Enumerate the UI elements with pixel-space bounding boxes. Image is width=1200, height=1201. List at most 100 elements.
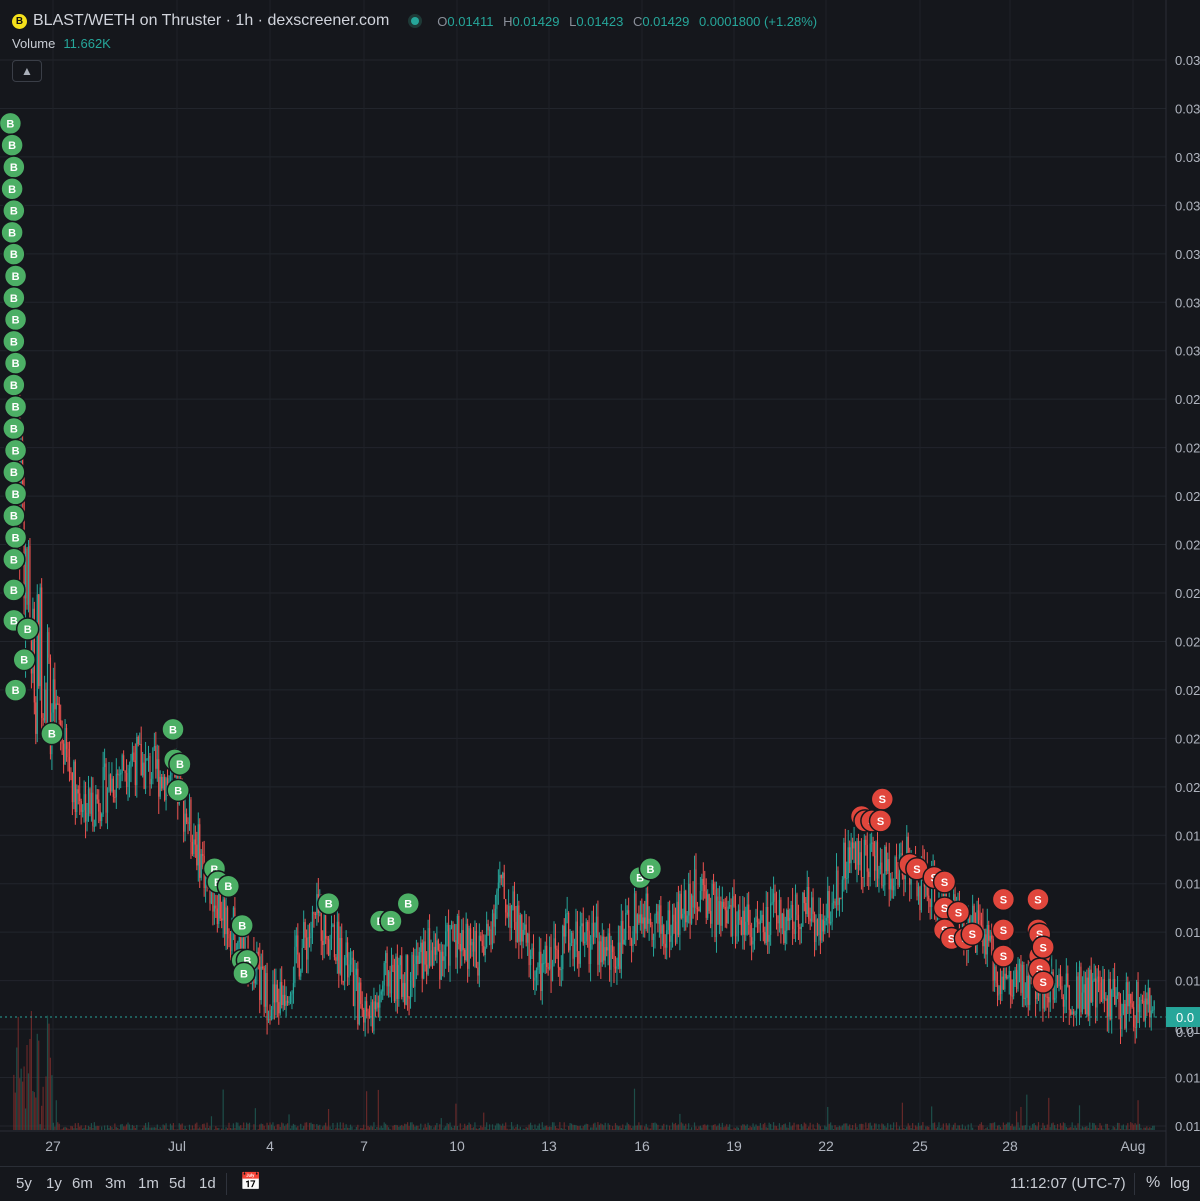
candle-body xyxy=(704,885,705,891)
buy-marker: B xyxy=(5,527,27,549)
candle-body xyxy=(1025,998,1026,999)
candle-body xyxy=(467,924,468,969)
candle-body xyxy=(1114,979,1115,1005)
percent-scale-button[interactable]: % xyxy=(1146,1174,1160,1192)
volume-bar xyxy=(786,1127,787,1130)
candle-body xyxy=(725,907,726,910)
candle-body xyxy=(43,718,44,721)
buy-marker-label: B xyxy=(10,424,18,436)
candle-body xyxy=(91,793,92,814)
candle-body xyxy=(613,952,614,967)
candle-body xyxy=(580,926,581,964)
volume-bar xyxy=(44,1129,45,1130)
candle-body xyxy=(780,900,781,928)
timeframe-3m-button[interactable]: 3m xyxy=(105,1175,126,1192)
volume-bar xyxy=(653,1123,654,1130)
candle-body xyxy=(748,904,749,925)
time-tick-label: 13 xyxy=(541,1138,557,1154)
candle-body xyxy=(360,983,361,1004)
volume-bar xyxy=(968,1124,969,1130)
volume-bar xyxy=(1014,1127,1015,1130)
go-to-date-icon[interactable]: 📅 xyxy=(240,1172,261,1192)
collapse-legend-button[interactable]: ▲ xyxy=(12,60,42,82)
volume-bar xyxy=(278,1124,279,1130)
volume-bar xyxy=(726,1124,727,1130)
candle-body xyxy=(801,927,802,929)
candle-body xyxy=(1094,979,1095,981)
volume-bar xyxy=(70,1126,71,1130)
log-scale-button[interactable]: log xyxy=(1170,1175,1190,1192)
volume-bar xyxy=(63,1127,64,1130)
candle-body xyxy=(1004,974,1005,990)
time-tick-label: 16 xyxy=(634,1138,650,1154)
volume-bar xyxy=(1137,1100,1138,1130)
timeframe-1y-button[interactable]: 1y xyxy=(46,1175,62,1192)
candle-body xyxy=(420,943,421,952)
volume-bar xyxy=(225,1127,226,1130)
volume-bar xyxy=(447,1123,448,1130)
volume-bar xyxy=(952,1127,953,1130)
candle-body xyxy=(776,900,777,915)
volume-bar xyxy=(324,1125,325,1130)
timeframe-5y-button[interactable]: 5y xyxy=(16,1175,32,1192)
volume-bar xyxy=(731,1129,732,1130)
candle-body xyxy=(634,893,635,931)
volume-bar xyxy=(751,1127,752,1130)
candle-body xyxy=(291,993,292,994)
candle-body xyxy=(862,877,863,878)
volume-bar xyxy=(993,1123,994,1130)
candle-body xyxy=(1001,977,1002,994)
candle-body xyxy=(1064,1000,1065,1007)
volume-bar xyxy=(403,1126,404,1130)
candle-body xyxy=(69,757,70,772)
candle-body xyxy=(414,964,415,987)
candle-body xyxy=(659,905,660,923)
buy-marker-label: B xyxy=(8,140,16,152)
timeframe-6m-button[interactable]: 6m xyxy=(72,1175,93,1192)
volume-bar xyxy=(259,1124,260,1130)
sell-marker: S xyxy=(870,810,892,832)
timeframe-1d-button[interactable]: 1d xyxy=(199,1175,216,1192)
candle-body xyxy=(616,966,617,968)
volume-bar xyxy=(148,1122,149,1130)
volume-bar xyxy=(896,1122,897,1130)
volume-bar xyxy=(19,1078,20,1130)
volume-bar xyxy=(615,1123,616,1130)
volume-bar xyxy=(1000,1127,1001,1130)
candle-body xyxy=(536,970,537,978)
candle-body xyxy=(332,925,333,926)
candle-body xyxy=(840,898,841,899)
volume-bar xyxy=(1107,1124,1108,1130)
volume-bar xyxy=(767,1128,768,1130)
volume-bar xyxy=(716,1126,717,1130)
candle-body xyxy=(1146,999,1147,1005)
volume-bar xyxy=(124,1126,125,1130)
candle-body xyxy=(596,917,597,933)
volume-bar xyxy=(505,1122,506,1130)
timeframe-1m-button[interactable]: 1m xyxy=(138,1175,159,1192)
candle-body xyxy=(98,799,99,811)
candle-body xyxy=(451,925,452,928)
time-tick-label: 19 xyxy=(726,1138,742,1154)
volume-bar xyxy=(836,1127,837,1130)
volume-bar xyxy=(846,1123,847,1130)
candle-body xyxy=(738,910,739,925)
volume-bar xyxy=(376,1127,377,1130)
volume-bar xyxy=(1151,1128,1152,1130)
ohlc-open-value: 0.01411 xyxy=(447,14,493,29)
volume-bar xyxy=(206,1123,207,1130)
candle-body xyxy=(57,703,58,704)
timeframe-5d-button[interactable]: 5d xyxy=(169,1175,186,1192)
candle-body xyxy=(662,925,663,933)
volume-bar xyxy=(603,1125,604,1130)
volume-bar xyxy=(455,1104,456,1130)
volume-bar xyxy=(193,1129,194,1130)
volume-bar xyxy=(660,1129,661,1130)
candle-body xyxy=(351,958,352,960)
candle-body xyxy=(630,927,631,939)
volume-bar xyxy=(618,1126,619,1130)
volume-bar xyxy=(1031,1128,1032,1130)
volume-bar xyxy=(1050,1127,1051,1130)
candle-body xyxy=(1073,1012,1074,1014)
